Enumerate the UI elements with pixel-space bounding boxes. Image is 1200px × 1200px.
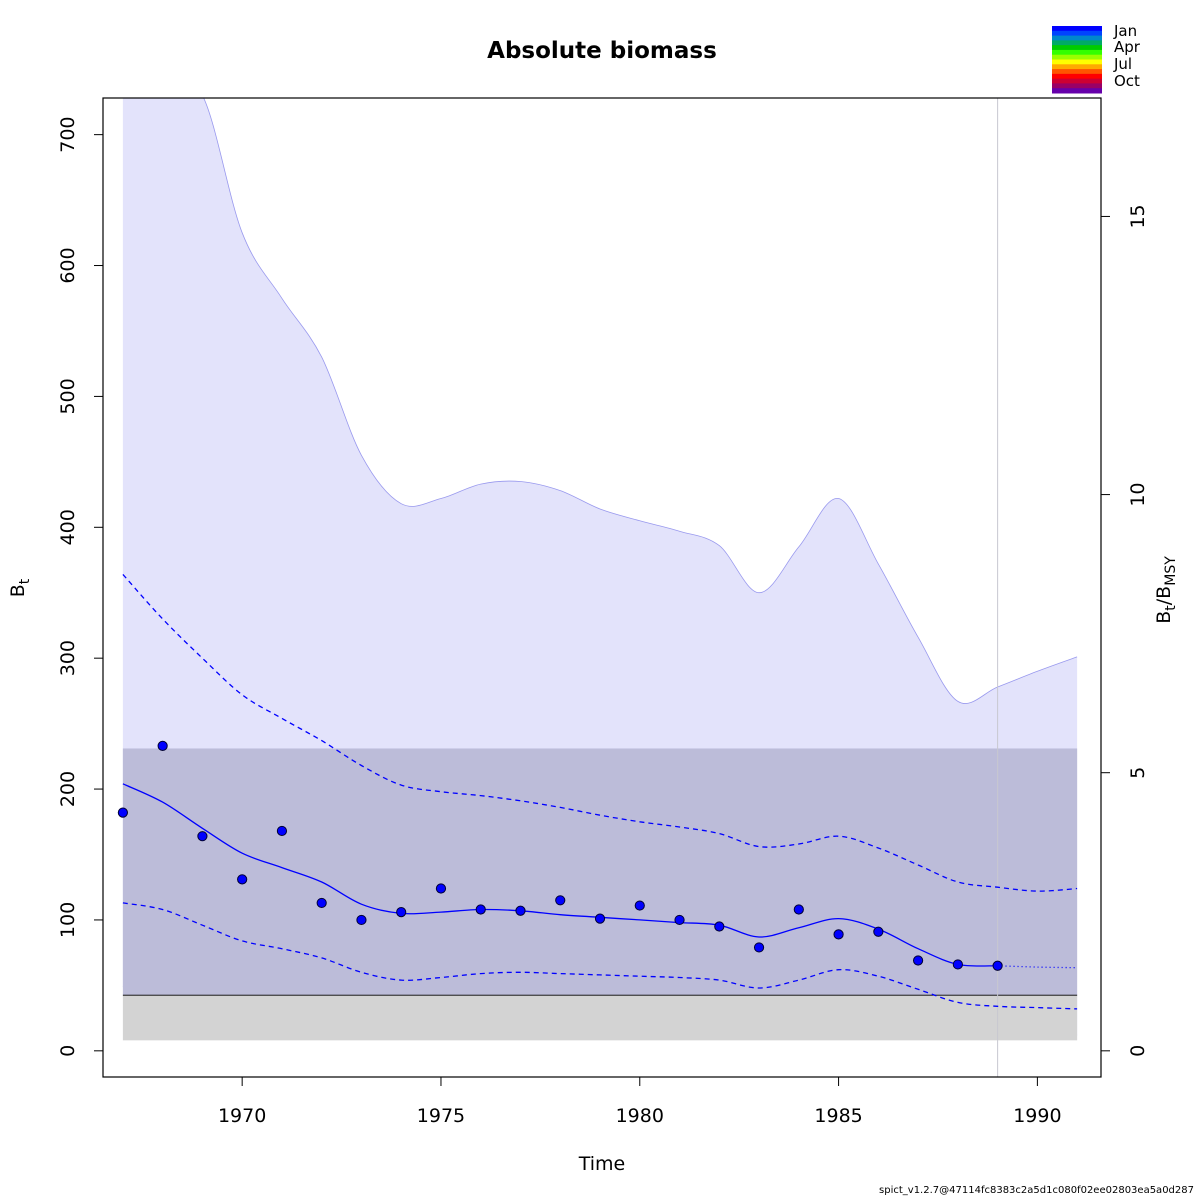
observation-point [833,929,844,940]
biomass-estimate-line [122,783,998,967]
observation-point [873,926,884,937]
x-tick-label: 1980 [616,1105,664,1127]
legend-label: Jul [1113,55,1132,73]
y-tick-label: 400 [57,509,79,545]
y-tick-label: 600 [57,247,79,283]
observation-point [316,897,327,909]
legend-swatch [1052,49,1102,56]
biomass-forecast-line [997,965,1078,969]
legend-swatch [1052,35,1102,41]
legend-swatch [1052,40,1102,46]
legend-swatch [1052,83,1102,89]
observation-point [952,959,963,970]
y-tick-label: 700 [57,117,79,153]
bmsy-band-upper [122,748,1078,996]
observation-point [475,904,486,915]
observation-point [396,906,407,918]
x-axis-label: Time [578,1153,626,1175]
x-tick-label: 1985 [814,1105,862,1127]
observation-point [117,807,128,818]
observation-point [992,960,1003,971]
legend-swatch [1052,45,1102,51]
observation-point [237,874,248,885]
observation-point [753,942,765,953]
y-tick-label: 100 [57,902,79,938]
y-axis-label-right: Bt/BMSY [1153,556,1179,624]
observation-point [714,921,725,932]
legend-swatch [1052,59,1102,65]
observation-point [356,914,367,926]
legend-swatch [1052,69,1102,75]
legend-swatch [1052,26,1102,32]
y-axis-label-left: Bt [7,578,33,597]
x-tick-label: 1990 [1013,1105,1061,1127]
x-tick-label: 1970 [218,1105,266,1127]
y-tick-label: 0 [57,1045,79,1057]
legend-swatch [1052,73,1102,80]
observation-point [435,883,447,894]
observation-point [555,895,566,906]
bmsy-band-lower [122,995,1078,1041]
legend-label: Apr [1114,38,1141,56]
legend-label: Jan [1113,22,1137,40]
observation-point [793,904,804,915]
plot-frame [102,97,1102,1078]
observation-point [634,900,645,911]
y2-tick-label: 5 [1127,767,1149,779]
chart-title: Absolute biomass [487,38,717,64]
y2-tick-label: 15 [1127,204,1149,228]
observation-point [276,825,288,837]
y-tick-label: 500 [57,378,79,414]
legend-swatch [1052,64,1102,70]
y-tick-label: 200 [57,771,79,807]
upper-ci-line [122,573,1078,892]
observation-point [157,740,168,751]
observation-point [515,905,526,916]
axes: 1970 1975 1980 1985 199001002003004005006007… [57,97,1149,1127]
legend-swatch [1052,54,1102,60]
biomass-outer-band-upper-edge [203,98,1078,704]
observation-point [197,831,208,842]
observation-point [594,913,606,924]
observation-point [674,914,685,926]
legend-label: Oct [1114,72,1140,90]
lower-ci-line [122,902,1078,1010]
y2-tick-label: 10 [1127,482,1149,506]
legend-swatch [1052,88,1102,94]
legend-swatch [1052,30,1102,37]
plot-area [117,98,1078,1077]
x-tick-label: 1975 [417,1105,465,1127]
legend-swatch [1052,78,1102,84]
y2-tick-label: 0 [1127,1045,1149,1057]
observation-point [912,955,924,966]
y-tick-label: 300 [57,640,79,676]
version-footer: spict_v1.2.7@47114fc8383c2a5d1c080f02ee0… [879,1185,1194,1196]
